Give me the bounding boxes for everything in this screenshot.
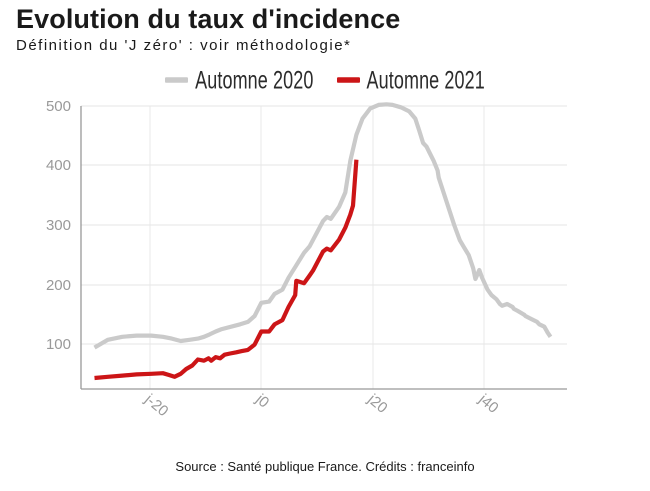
svg-text:500: 500 bbox=[46, 98, 71, 115]
svg-text:200: 200 bbox=[46, 277, 71, 294]
svg-text:300: 300 bbox=[46, 217, 71, 234]
svg-text:j20: j20 bbox=[364, 390, 391, 417]
svg-text:400: 400 bbox=[46, 157, 71, 174]
svg-text:j40: j40 bbox=[475, 390, 502, 417]
svg-text:100: 100 bbox=[46, 336, 71, 353]
svg-text:j-20: j-20 bbox=[141, 390, 172, 420]
svg-text:j0: j0 bbox=[252, 390, 273, 411]
